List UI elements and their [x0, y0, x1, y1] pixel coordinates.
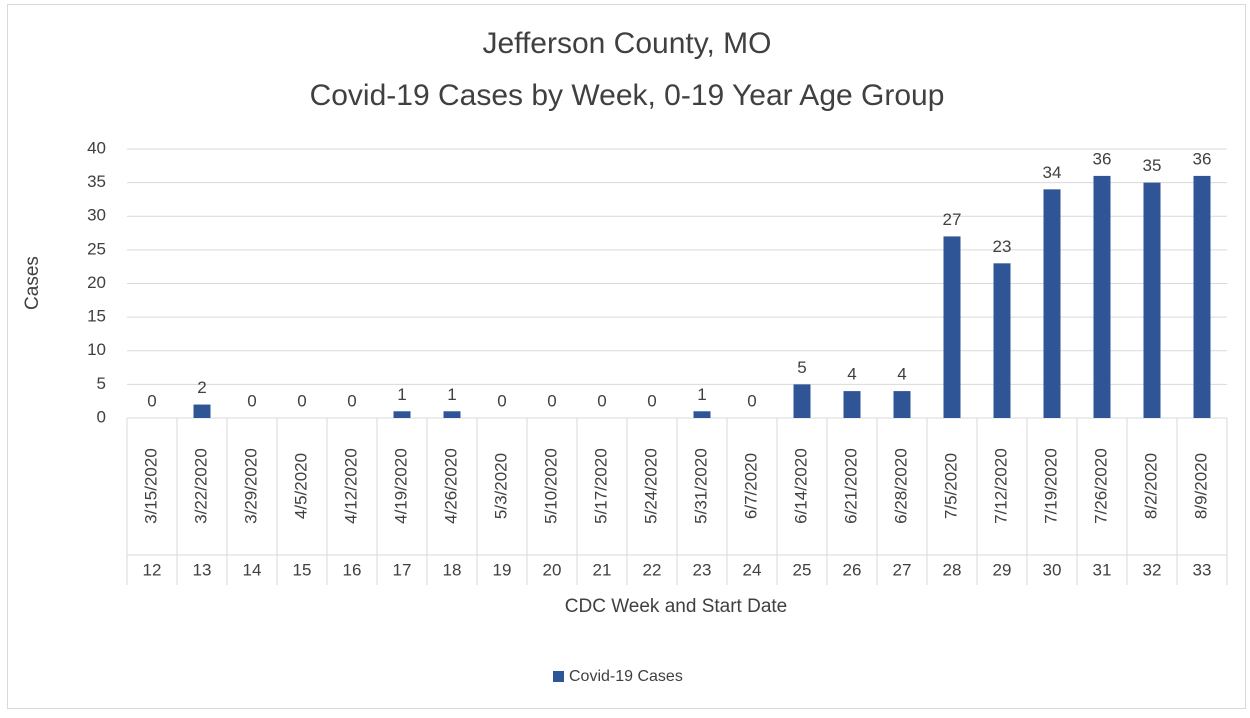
x-tick-label: 5/24/2020: [641, 448, 660, 524]
data-label: 1: [447, 385, 456, 404]
x-tick-label: 4/5/2020: [291, 453, 310, 519]
data-label: 36: [1093, 149, 1112, 168]
bar: [693, 411, 711, 418]
y-tick-label: 15: [87, 307, 106, 326]
x-tick-label: 5/17/2020: [591, 448, 610, 524]
bar: [1193, 175, 1211, 418]
x-tick-label: 8/2/2020: [1141, 453, 1160, 519]
week-label: 13: [193, 560, 212, 579]
x-axis-title: CDC Week and Start Date: [565, 596, 787, 617]
data-label: 4: [847, 365, 856, 384]
x-tick-label: 7/12/2020: [991, 448, 1010, 524]
week-label: 16: [343, 560, 362, 579]
data-label: 35: [1143, 156, 1162, 175]
bar: [443, 411, 461, 418]
chart-border: [7, 4, 1246, 709]
x-tick-label: 6/7/2020: [741, 453, 760, 519]
week-label: 29: [993, 560, 1012, 579]
week-label: 24: [743, 560, 762, 579]
data-label: 0: [147, 391, 156, 410]
legend-label: Covid-19 Cases: [569, 668, 683, 685]
x-tick-label: 6/21/2020: [841, 448, 860, 524]
data-label: 23: [993, 237, 1012, 256]
y-tick-label: 30: [87, 206, 106, 225]
y-tick-label: 40: [87, 138, 106, 157]
y-tick-label: 20: [87, 273, 106, 292]
x-tick-label: 8/9/2020: [1191, 453, 1210, 519]
data-label: 0: [747, 391, 756, 410]
x-tick-label: 3/29/2020: [241, 448, 260, 524]
week-label: 20: [543, 560, 562, 579]
week-label: 27: [893, 560, 912, 579]
x-tick-label: 6/14/2020: [791, 448, 810, 524]
x-tick-label: 5/31/2020: [691, 448, 710, 524]
x-tick-label: 4/26/2020: [441, 448, 460, 524]
x-tick-label: 5/10/2020: [541, 448, 560, 524]
week-label: 30: [1043, 560, 1062, 579]
week-label: 21: [593, 560, 612, 579]
y-tick-label: 25: [87, 239, 106, 258]
y-tick-label: 0: [97, 407, 106, 426]
week-label: 19: [493, 560, 512, 579]
bar: [943, 236, 961, 418]
x-tick-label: 4/19/2020: [391, 448, 410, 524]
week-label: 31: [1093, 560, 1112, 579]
y-axis-title: Cases: [22, 256, 43, 310]
data-label: 4: [897, 365, 906, 384]
week-label: 22: [643, 560, 662, 579]
x-tick-label: 6/28/2020: [891, 448, 910, 524]
week-label: 25: [793, 560, 812, 579]
bar: [1093, 175, 1111, 418]
week-label: 14: [243, 560, 262, 579]
data-label: 0: [547, 391, 556, 410]
data-label: 1: [397, 385, 406, 404]
x-tick-label: 7/5/2020: [941, 453, 960, 519]
data-label: 0: [297, 391, 306, 410]
data-label: 27: [943, 210, 962, 229]
week-label: 18: [443, 560, 462, 579]
data-label: 5: [797, 358, 806, 377]
data-label: 2: [197, 378, 206, 397]
bar: [393, 411, 411, 418]
bar: [793, 384, 811, 418]
x-tick-label: 3/22/2020: [191, 448, 210, 524]
chart-subtitle: Covid-19 Cases by Week, 0-19 Year Age Gr…: [310, 79, 945, 112]
bar: [993, 263, 1011, 418]
week-label: 28: [943, 560, 962, 579]
x-tick-label: 5/3/2020: [491, 453, 510, 519]
data-label: 1: [697, 385, 706, 404]
x-tick-label: 7/19/2020: [1041, 448, 1060, 524]
bar: [1043, 189, 1061, 418]
y-tick-label: 35: [87, 172, 106, 191]
data-label: 36: [1193, 149, 1212, 168]
data-label: 34: [1043, 163, 1062, 182]
bar: [1143, 182, 1161, 418]
chart-title: Jefferson County, MO: [482, 27, 771, 60]
bar: [843, 391, 861, 418]
week-label: 33: [1193, 560, 1212, 579]
x-tick-label: 7/26/2020: [1091, 448, 1110, 524]
week-label: 32: [1143, 560, 1162, 579]
y-tick-label: 10: [87, 340, 106, 359]
week-label: 26: [843, 560, 862, 579]
legend-swatch: [553, 671, 564, 682]
x-tick-label: 3/15/2020: [141, 448, 160, 524]
data-label: 0: [247, 391, 256, 410]
week-label: 12: [143, 560, 162, 579]
data-label: 0: [497, 391, 506, 410]
data-label: 0: [597, 391, 606, 410]
week-label: 23: [693, 560, 712, 579]
bar: [193, 404, 211, 418]
data-label: 0: [647, 391, 656, 410]
week-label: 17: [393, 560, 412, 579]
y-tick-label: 5: [97, 374, 106, 393]
data-label: 0: [347, 391, 356, 410]
week-label: 15: [293, 560, 312, 579]
bar: [893, 391, 911, 418]
x-tick-label: 4/12/2020: [341, 448, 360, 524]
